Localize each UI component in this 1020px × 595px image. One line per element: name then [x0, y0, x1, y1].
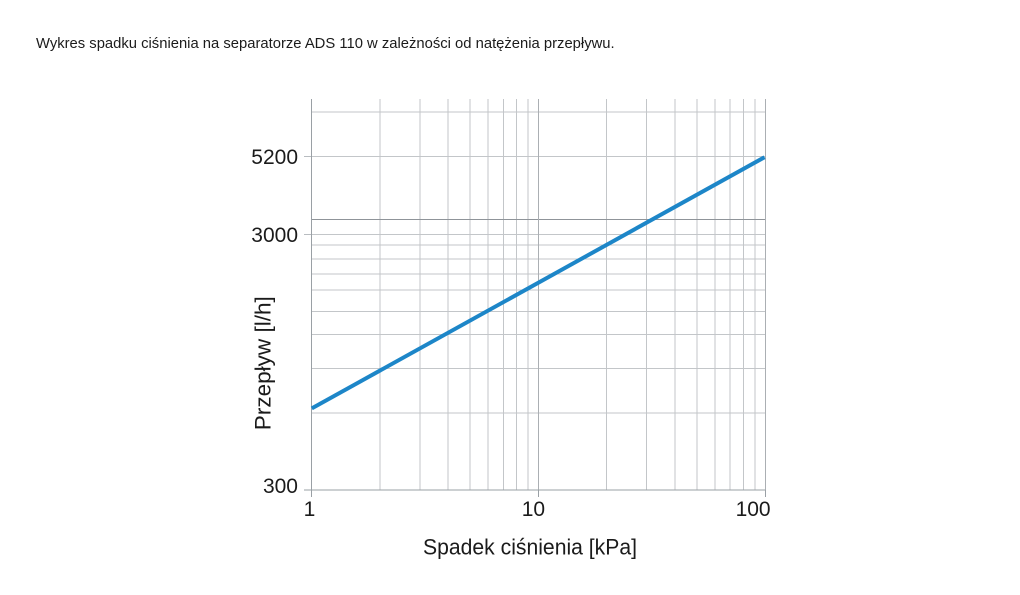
svg-text:Przepływ [l/h]: Przepływ [l/h] [251, 296, 276, 430]
svg-text:100: 100 [736, 498, 771, 521]
svg-text:300: 300 [263, 475, 298, 498]
svg-text:1: 1 [304, 498, 316, 521]
svg-text:10: 10 [522, 498, 545, 521]
svg-text:5200: 5200 [251, 146, 298, 169]
svg-text:3000: 3000 [251, 224, 298, 247]
svg-text:Spadek ciśnienia [kPa]: Spadek ciśnienia [kPa] [423, 535, 637, 560]
